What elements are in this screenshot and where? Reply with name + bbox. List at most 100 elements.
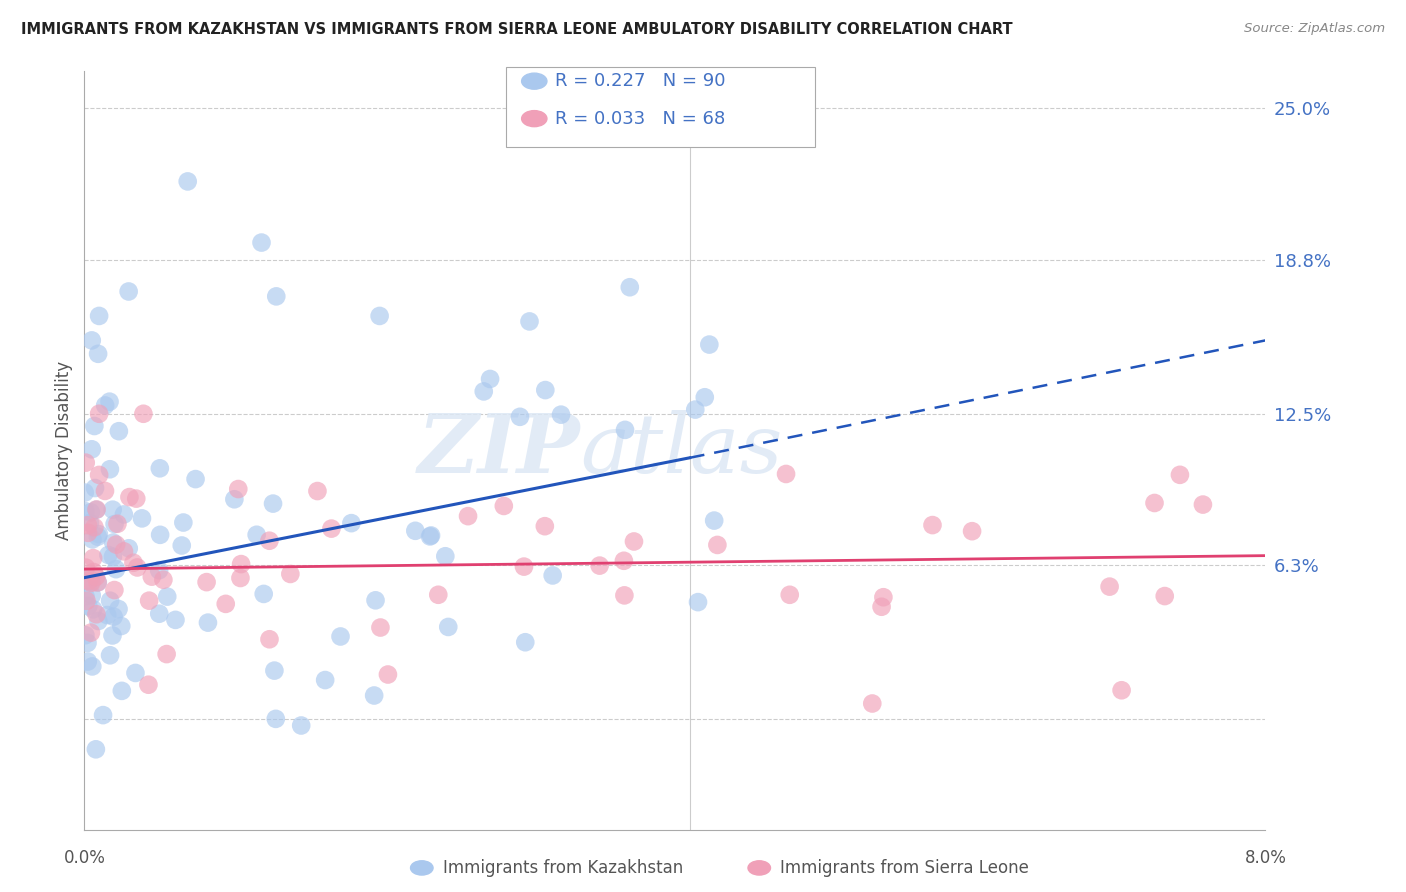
Point bbox=[872, 591, 894, 605]
Point bbox=[103, 583, 125, 598]
Point bbox=[513, 559, 536, 574]
Point bbox=[259, 632, 281, 647]
Text: IMMIGRANTS FROM KAZAKHSTAN VS IMMIGRANTS FROM SIERRA LEONE AMBULATORY DISABILITY: IMMIGRANTS FROM KAZAKHSTAN VS IMMIGRANTS… bbox=[21, 22, 1012, 37]
Point bbox=[195, 575, 218, 590]
Point bbox=[703, 514, 725, 528]
Point bbox=[437, 620, 460, 634]
Point bbox=[79, 516, 101, 530]
Point bbox=[105, 538, 128, 552]
Point bbox=[1111, 683, 1133, 698]
Point bbox=[472, 384, 495, 399]
Point bbox=[699, 337, 721, 351]
Point bbox=[253, 587, 276, 601]
Point bbox=[105, 562, 128, 576]
Point bbox=[86, 575, 108, 590]
Point bbox=[80, 442, 103, 457]
Text: 0.0%: 0.0% bbox=[63, 849, 105, 867]
Text: Immigrants from Kazakhstan: Immigrants from Kazakhstan bbox=[443, 859, 683, 877]
Point bbox=[75, 560, 97, 574]
Point bbox=[83, 565, 105, 579]
Point bbox=[127, 560, 149, 574]
Point bbox=[82, 602, 104, 616]
Point bbox=[77, 574, 100, 588]
Point bbox=[103, 517, 125, 532]
Point bbox=[197, 615, 219, 630]
Point bbox=[172, 516, 194, 530]
Point bbox=[404, 524, 426, 538]
Point bbox=[112, 508, 135, 522]
Point bbox=[226, 482, 249, 496]
Point bbox=[263, 664, 285, 678]
Point bbox=[97, 548, 120, 562]
Point bbox=[619, 280, 641, 294]
Point bbox=[87, 407, 111, 421]
Point bbox=[82, 533, 104, 547]
Point bbox=[434, 549, 457, 564]
Point bbox=[613, 554, 636, 568]
Point bbox=[94, 399, 117, 413]
Point bbox=[101, 628, 124, 642]
Point bbox=[363, 689, 385, 703]
Point bbox=[80, 505, 103, 519]
Point bbox=[118, 285, 141, 299]
Point bbox=[87, 575, 110, 590]
Text: Source: ZipAtlas.com: Source: ZipAtlas.com bbox=[1244, 22, 1385, 36]
Text: ZIP: ZIP bbox=[418, 410, 581, 491]
Point bbox=[91, 708, 114, 723]
Point bbox=[87, 614, 110, 628]
Point bbox=[75, 589, 97, 603]
Point bbox=[156, 590, 179, 604]
Point bbox=[98, 394, 121, 409]
Point bbox=[75, 456, 97, 470]
Point bbox=[368, 309, 391, 323]
Point bbox=[122, 556, 145, 570]
Point bbox=[156, 647, 179, 661]
Text: R = 0.033   N = 68: R = 0.033 N = 68 bbox=[555, 110, 725, 128]
Point bbox=[108, 424, 131, 438]
Point bbox=[685, 402, 707, 417]
Point bbox=[340, 516, 363, 530]
Point bbox=[250, 235, 273, 250]
Point bbox=[131, 511, 153, 525]
Text: 8.0%: 8.0% bbox=[1244, 849, 1286, 867]
Point bbox=[82, 659, 104, 673]
Point bbox=[86, 502, 108, 516]
Point bbox=[264, 712, 287, 726]
Point bbox=[314, 673, 336, 687]
Point bbox=[779, 588, 801, 602]
Point bbox=[76, 636, 98, 650]
Point bbox=[215, 597, 238, 611]
Point bbox=[307, 484, 329, 499]
Point bbox=[75, 504, 97, 518]
Point bbox=[101, 502, 124, 516]
Point bbox=[111, 684, 134, 698]
Point bbox=[262, 497, 284, 511]
Point bbox=[98, 593, 121, 607]
Point bbox=[706, 538, 728, 552]
Point bbox=[229, 557, 252, 571]
Point bbox=[427, 588, 450, 602]
Point bbox=[960, 524, 983, 538]
Point bbox=[82, 551, 104, 566]
Point bbox=[1098, 580, 1121, 594]
Y-axis label: Ambulatory Disability: Ambulatory Disability bbox=[55, 361, 73, 540]
Point bbox=[614, 423, 637, 437]
Point bbox=[860, 697, 883, 711]
Point bbox=[148, 607, 170, 621]
Point bbox=[420, 528, 443, 542]
Point bbox=[101, 549, 124, 564]
Point bbox=[534, 383, 557, 397]
Point bbox=[110, 619, 132, 633]
Point bbox=[165, 613, 187, 627]
Point bbox=[419, 529, 441, 543]
Point bbox=[77, 599, 100, 614]
Point bbox=[75, 628, 97, 642]
Point bbox=[541, 568, 564, 582]
Point bbox=[623, 534, 645, 549]
Point bbox=[138, 593, 160, 607]
Point bbox=[329, 630, 352, 644]
Point bbox=[141, 569, 163, 583]
Point bbox=[290, 718, 312, 732]
Point bbox=[775, 467, 797, 481]
Point bbox=[1192, 498, 1215, 512]
